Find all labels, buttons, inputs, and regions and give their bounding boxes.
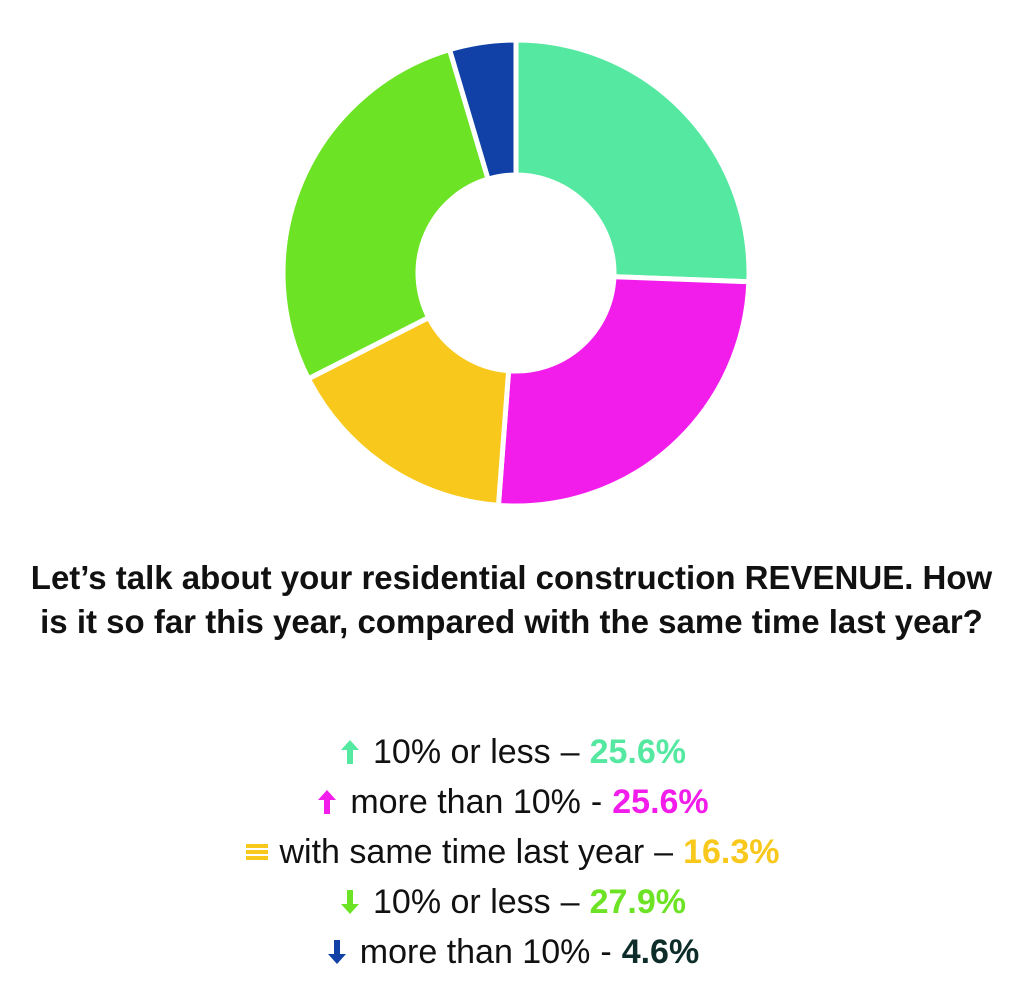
arrow-down-icon <box>337 885 363 919</box>
legend-label: more than 10% <box>350 782 581 821</box>
legend-separator: - <box>590 782 603 821</box>
equal-bars-icon <box>244 835 270 869</box>
legend-value: 16.3% <box>683 832 780 871</box>
legend-value: 25.6% <box>589 732 686 771</box>
legend: 10% or less – 25.6% more than 10% - 25.6… <box>0 727 1023 977</box>
donut-slice <box>280 46 492 383</box>
legend-item: more than 10% - 25.6% <box>0 777 1023 827</box>
legend-value: 4.6% <box>621 932 700 971</box>
legend-separator: – <box>654 832 674 871</box>
legend-label: 10% or less <box>373 732 551 771</box>
legend-separator: - <box>600 932 612 971</box>
arrow-up-icon <box>337 735 363 769</box>
legend-value: 27.9% <box>589 882 686 921</box>
legend-value: 25.6% <box>612 782 709 821</box>
donut-slice <box>513 37 752 285</box>
legend-label: 10% or less <box>373 882 551 921</box>
legend-label: more than 10% <box>359 932 591 971</box>
legend-label: with same time last year <box>279 832 645 871</box>
legend-item: 10% or less – 25.6% <box>0 727 1023 777</box>
legend-item: 10% or less – 27.9% <box>0 877 1023 927</box>
question-title: Let’s talk about your residential constr… <box>30 559 993 640</box>
donut-slice <box>495 274 752 509</box>
legend-item: more than 10% - 4.6% <box>0 927 1023 977</box>
donut-chart <box>280 37 752 509</box>
legend-item: with same time last year – 16.3% <box>0 827 1023 877</box>
donut-slice <box>446 37 519 183</box>
legend-separator: – <box>560 732 580 771</box>
donut-slice <box>305 314 512 509</box>
arrow-down-icon <box>324 935 350 969</box>
arrow-up-icon <box>314 785 340 819</box>
legend-separator: – <box>560 882 580 921</box>
